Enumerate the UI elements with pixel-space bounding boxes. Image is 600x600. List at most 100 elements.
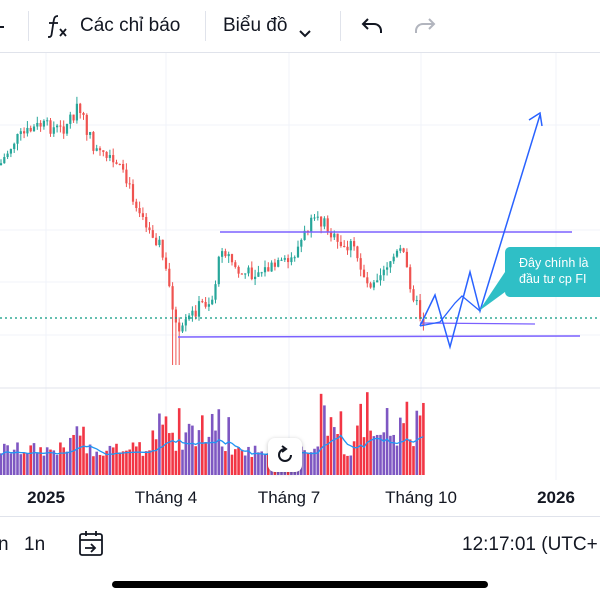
- candle-body: [362, 269, 366, 278]
- candlestick-series: [0, 96, 425, 365]
- text-callout[interactable]: Đây chính là đầu tư cp FI: [505, 247, 600, 297]
- volume-bar: [115, 443, 118, 475]
- candle-body: [419, 300, 422, 319]
- candle-body: [201, 301, 204, 303]
- undo-button[interactable]: [360, 0, 384, 52]
- candle-body: [155, 237, 158, 246]
- candle-body: [46, 120, 49, 122]
- volume-bar: [336, 434, 339, 475]
- volume-bar: [45, 447, 49, 475]
- volume-bar: [234, 449, 237, 475]
- volume-bar: [339, 411, 343, 475]
- candle-body: [254, 276, 257, 280]
- volume-bar: [220, 446, 224, 475]
- partial-left-button[interactable]: [0, 20, 4, 34]
- volume-bar: [204, 442, 207, 475]
- volume-bar: [352, 441, 356, 475]
- volume-bar: [237, 447, 240, 475]
- volume-bar: [395, 445, 399, 475]
- volume-bar: [224, 451, 227, 475]
- goto-date-button[interactable]: [76, 529, 106, 559]
- volume-bar: [309, 452, 313, 475]
- volume-bar: [12, 449, 16, 475]
- price-chart[interactable]: [0, 53, 600, 513]
- projected-alt-path[interactable]: [419, 295, 481, 327]
- candle-body: [227, 254, 230, 257]
- candle-body: [366, 277, 369, 284]
- chart-type-button[interactable]: Biểu đồ: [223, 0, 312, 52]
- home-indicator: [112, 581, 488, 588]
- volume-bar: [111, 447, 115, 475]
- candle-body: [313, 217, 316, 219]
- projected-path-arrow[interactable]: [419, 114, 541, 350]
- volume-bar: [82, 426, 85, 475]
- candle-body: [95, 148, 98, 151]
- reset-chart-button[interactable]: [268, 438, 302, 472]
- chart-type-label: Biểu đồ: [223, 15, 288, 36]
- short-trendline[interactable]: [419, 322, 536, 325]
- volume-bar: [9, 453, 13, 475]
- volume-bar: [250, 456, 254, 475]
- candle-body: [39, 122, 42, 127]
- candle-body: [56, 125, 59, 128]
- candle-body: [415, 300, 418, 302]
- candle-body: [62, 126, 65, 134]
- candle-body: [392, 256, 395, 262]
- clock-timezone[interactable]: 12:17:01 (UTC+: [462, 534, 598, 555]
- volume-bar: [210, 413, 214, 475]
- volume-bar: [194, 446, 197, 475]
- volume-bar: [148, 450, 151, 475]
- volume-bar: [174, 450, 178, 475]
- volume-bar: [366, 392, 369, 475]
- candle-body: [194, 310, 197, 317]
- support-trendline[interactable]: [177, 335, 581, 338]
- volume-bar: [408, 439, 412, 475]
- volume-bar: [217, 409, 221, 475]
- redo-button[interactable]: [413, 0, 437, 52]
- volume-bar: [197, 430, 201, 475]
- interval-1n-button[interactable]: 1n: [24, 534, 46, 555]
- calendar-goto-icon: [76, 531, 106, 563]
- x-axis-label-2026: 2026: [537, 488, 575, 507]
- volume-bar: [379, 434, 382, 475]
- candle-body: [151, 230, 154, 238]
- volume-bar: [333, 427, 336, 475]
- candle-body: [85, 114, 88, 135]
- undo-arrow-icon: [360, 15, 384, 37]
- indicators-button[interactable]: Các chỉ báo: [44, 0, 180, 52]
- candle-body: [158, 239, 161, 246]
- candle-body: [290, 257, 293, 263]
- candle-body: [29, 127, 32, 132]
- candle-body: [188, 315, 191, 320]
- candle-body: [389, 261, 392, 268]
- candle-body: [283, 258, 286, 260]
- function-fx-icon: [44, 13, 70, 39]
- candle-body: [69, 114, 72, 124]
- candle-body: [49, 120, 52, 134]
- candle-body: [79, 103, 82, 114]
- candle-body: [376, 280, 379, 283]
- volume-bar: [313, 448, 316, 475]
- toolbar-separator: [340, 11, 341, 41]
- interval-partial-button[interactable]: n: [0, 534, 9, 555]
- volume-bar: [118, 452, 122, 475]
- candle-body: [300, 239, 303, 247]
- candle-body: [135, 201, 138, 209]
- volume-bar: [316, 446, 320, 475]
- candle-body: [349, 241, 352, 251]
- x-axis-label-thang-10: Tháng 10: [385, 488, 457, 507]
- candle-body: [145, 216, 148, 228]
- candle-body: [16, 133, 19, 144]
- candle-body: [164, 257, 168, 269]
- candle-body: [280, 259, 283, 261]
- volume-bar: [303, 450, 306, 475]
- volume-bar: [168, 433, 171, 475]
- volume-bar: [227, 417, 230, 475]
- candle-body: [273, 262, 276, 267]
- candle-body: [277, 260, 280, 267]
- volume-bar: [49, 449, 52, 475]
- volume-moving-average: [0, 434, 424, 456]
- candle-body: [221, 251, 224, 257]
- candle-body: [270, 262, 273, 272]
- candle-body: [372, 282, 375, 288]
